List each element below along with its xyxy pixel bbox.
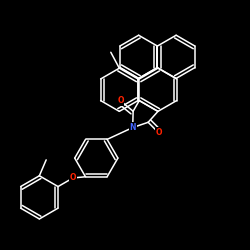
Text: O: O: [70, 174, 76, 182]
Text: N: N: [130, 123, 136, 132]
Text: O: O: [118, 96, 124, 106]
Text: O: O: [155, 128, 162, 137]
